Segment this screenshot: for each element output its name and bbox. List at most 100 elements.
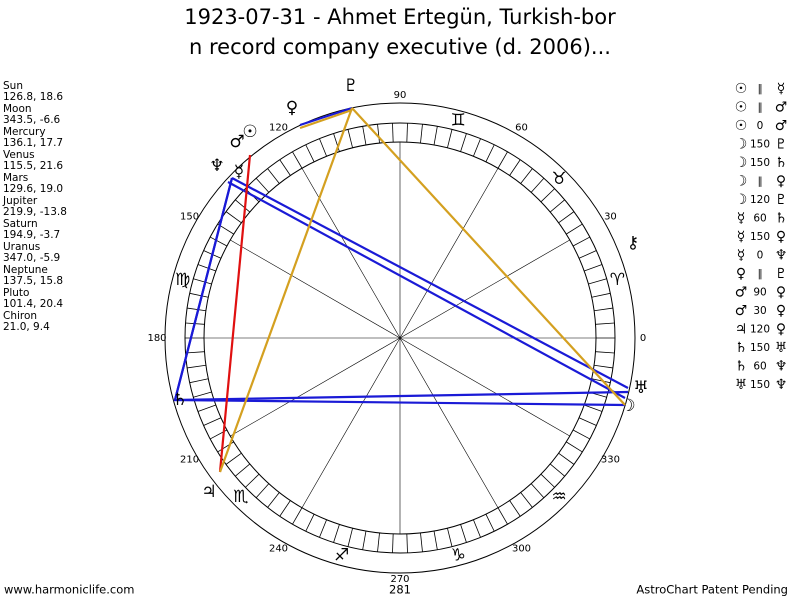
planet-glyph: ♇: [343, 76, 358, 96]
ring-tick: [319, 519, 327, 538]
ring-tick: [566, 441, 583, 453]
aspect-planet: ☉: [735, 81, 748, 97]
ring-tick: [362, 530, 367, 550]
aspect-planet: ☿: [737, 211, 746, 227]
aspect-planet: ☽: [735, 155, 748, 171]
ring-tick: [377, 532, 380, 552]
ring-tick: [279, 159, 291, 176]
zodiac-sign: ♊: [451, 111, 466, 131]
degree-label: 210: [180, 455, 199, 466]
aspect-planet: ♄: [775, 155, 788, 171]
ring-tick: [549, 463, 565, 477]
ring-tick: [333, 133, 340, 152]
ring-tick: [591, 292, 611, 298]
spoke: [399, 239, 570, 339]
planet-name: Moon: [3, 103, 32, 115]
degree-label: 330: [601, 455, 620, 466]
spoke: [399, 337, 570, 437]
ring-tick: [460, 133, 467, 152]
aspect-type: ∥: [757, 102, 762, 114]
ring-tick: [578, 417, 597, 426]
ring-tick: [520, 492, 533, 508]
ring-tick: [433, 126, 438, 146]
aspect-planet: ♂: [775, 100, 788, 116]
aspect-type: 0: [757, 120, 764, 132]
aspect-planet: ♂: [735, 285, 748, 301]
ring-tick: [255, 483, 270, 499]
degree-label: 180: [147, 333, 166, 344]
aspect-line: [299, 108, 353, 130]
aspect-planet: ☽: [735, 137, 748, 153]
aspect-planet: ♄: [735, 359, 748, 375]
planet-glyph: ♄: [172, 390, 187, 410]
aspect-line: [174, 390, 629, 402]
ring-tick: [473, 138, 481, 157]
planet-coords: 129.6, 19.0: [3, 183, 63, 195]
aspect-planet: ☿: [737, 229, 746, 245]
ring-tick: [187, 364, 206, 369]
aspect-type: 150: [750, 157, 770, 169]
ring-tick: [292, 507, 303, 525]
aspect-planet: ♂: [775, 118, 788, 134]
aspect-type: 60: [753, 213, 766, 225]
ring-tick: [584, 264, 603, 272]
ring-tick: [433, 530, 438, 550]
spoke: [230, 337, 401, 437]
ring-tick: [509, 500, 521, 517]
title-line: 1923-07-31 - Ahmet Ertegün, Turkish-bor: [184, 5, 616, 29]
ring-tick: [235, 463, 251, 477]
planet-glyph: ☉: [242, 122, 257, 142]
aspect-line: [218, 154, 252, 473]
ring-tick: [558, 452, 575, 465]
ring-tick: [305, 513, 315, 532]
ring-tick: [305, 144, 315, 163]
spoke: [301, 337, 401, 508]
ring-tick: [292, 151, 303, 169]
ring-tick: [595, 322, 615, 325]
aspect-planet: ♄: [775, 211, 788, 227]
ring-tick: [420, 532, 423, 552]
ring-tick: [497, 507, 508, 525]
aspect-type: ∥: [757, 176, 762, 188]
ring-tick: [578, 250, 597, 259]
aspect-line: [299, 106, 353, 127]
spoke: [230, 239, 401, 339]
ring-tick: [209, 236, 228, 247]
ring-tick: [392, 123, 394, 143]
planet-coords: 219.9, -13.8: [3, 206, 67, 218]
ring-tick: [189, 292, 209, 298]
planet-name: Saturn: [3, 218, 38, 230]
aspect-planet: ♅: [735, 377, 748, 393]
aspect-planet: ♆: [775, 248, 788, 264]
bottom-degree: 281: [389, 583, 411, 597]
aspect-line: [231, 177, 629, 389]
outer-circle: [164, 102, 636, 574]
ring-tick: [193, 391, 212, 398]
aspect-planet: ♆: [775, 359, 788, 375]
ring-tick: [572, 429, 591, 440]
ring-tick: [255, 177, 270, 193]
spoke: [399, 337, 499, 508]
aspect-planet: ♇: [775, 192, 788, 208]
aspect-planet: ♀: [776, 322, 786, 338]
planet-name: Uranus: [3, 241, 40, 253]
degree-label: 240: [269, 543, 288, 554]
footer-right: AstroChart Patent Pending: [636, 583, 788, 597]
ring-tick: [225, 211, 242, 224]
aspect-planet: ♀: [776, 174, 786, 190]
planet-name: Venus: [3, 149, 35, 161]
planet-coords: 343.5, -6.6: [3, 114, 61, 126]
ring-tick: [333, 524, 340, 543]
ring-tick: [347, 528, 353, 547]
spoke: [301, 168, 401, 339]
aspect-planet: ☿: [777, 81, 786, 97]
aspect-planet: ♂: [735, 303, 748, 319]
ring-tick: [509, 159, 521, 176]
planet-name: Jupiter: [2, 195, 38, 207]
aspect-line: [351, 107, 626, 406]
aspect-line: [227, 181, 626, 399]
aspect-planet: ♃: [735, 322, 748, 338]
planet-coords: 126.8, 18.6: [3, 91, 63, 103]
aspect-type: 90: [753, 287, 766, 299]
ring-tick: [235, 199, 251, 213]
